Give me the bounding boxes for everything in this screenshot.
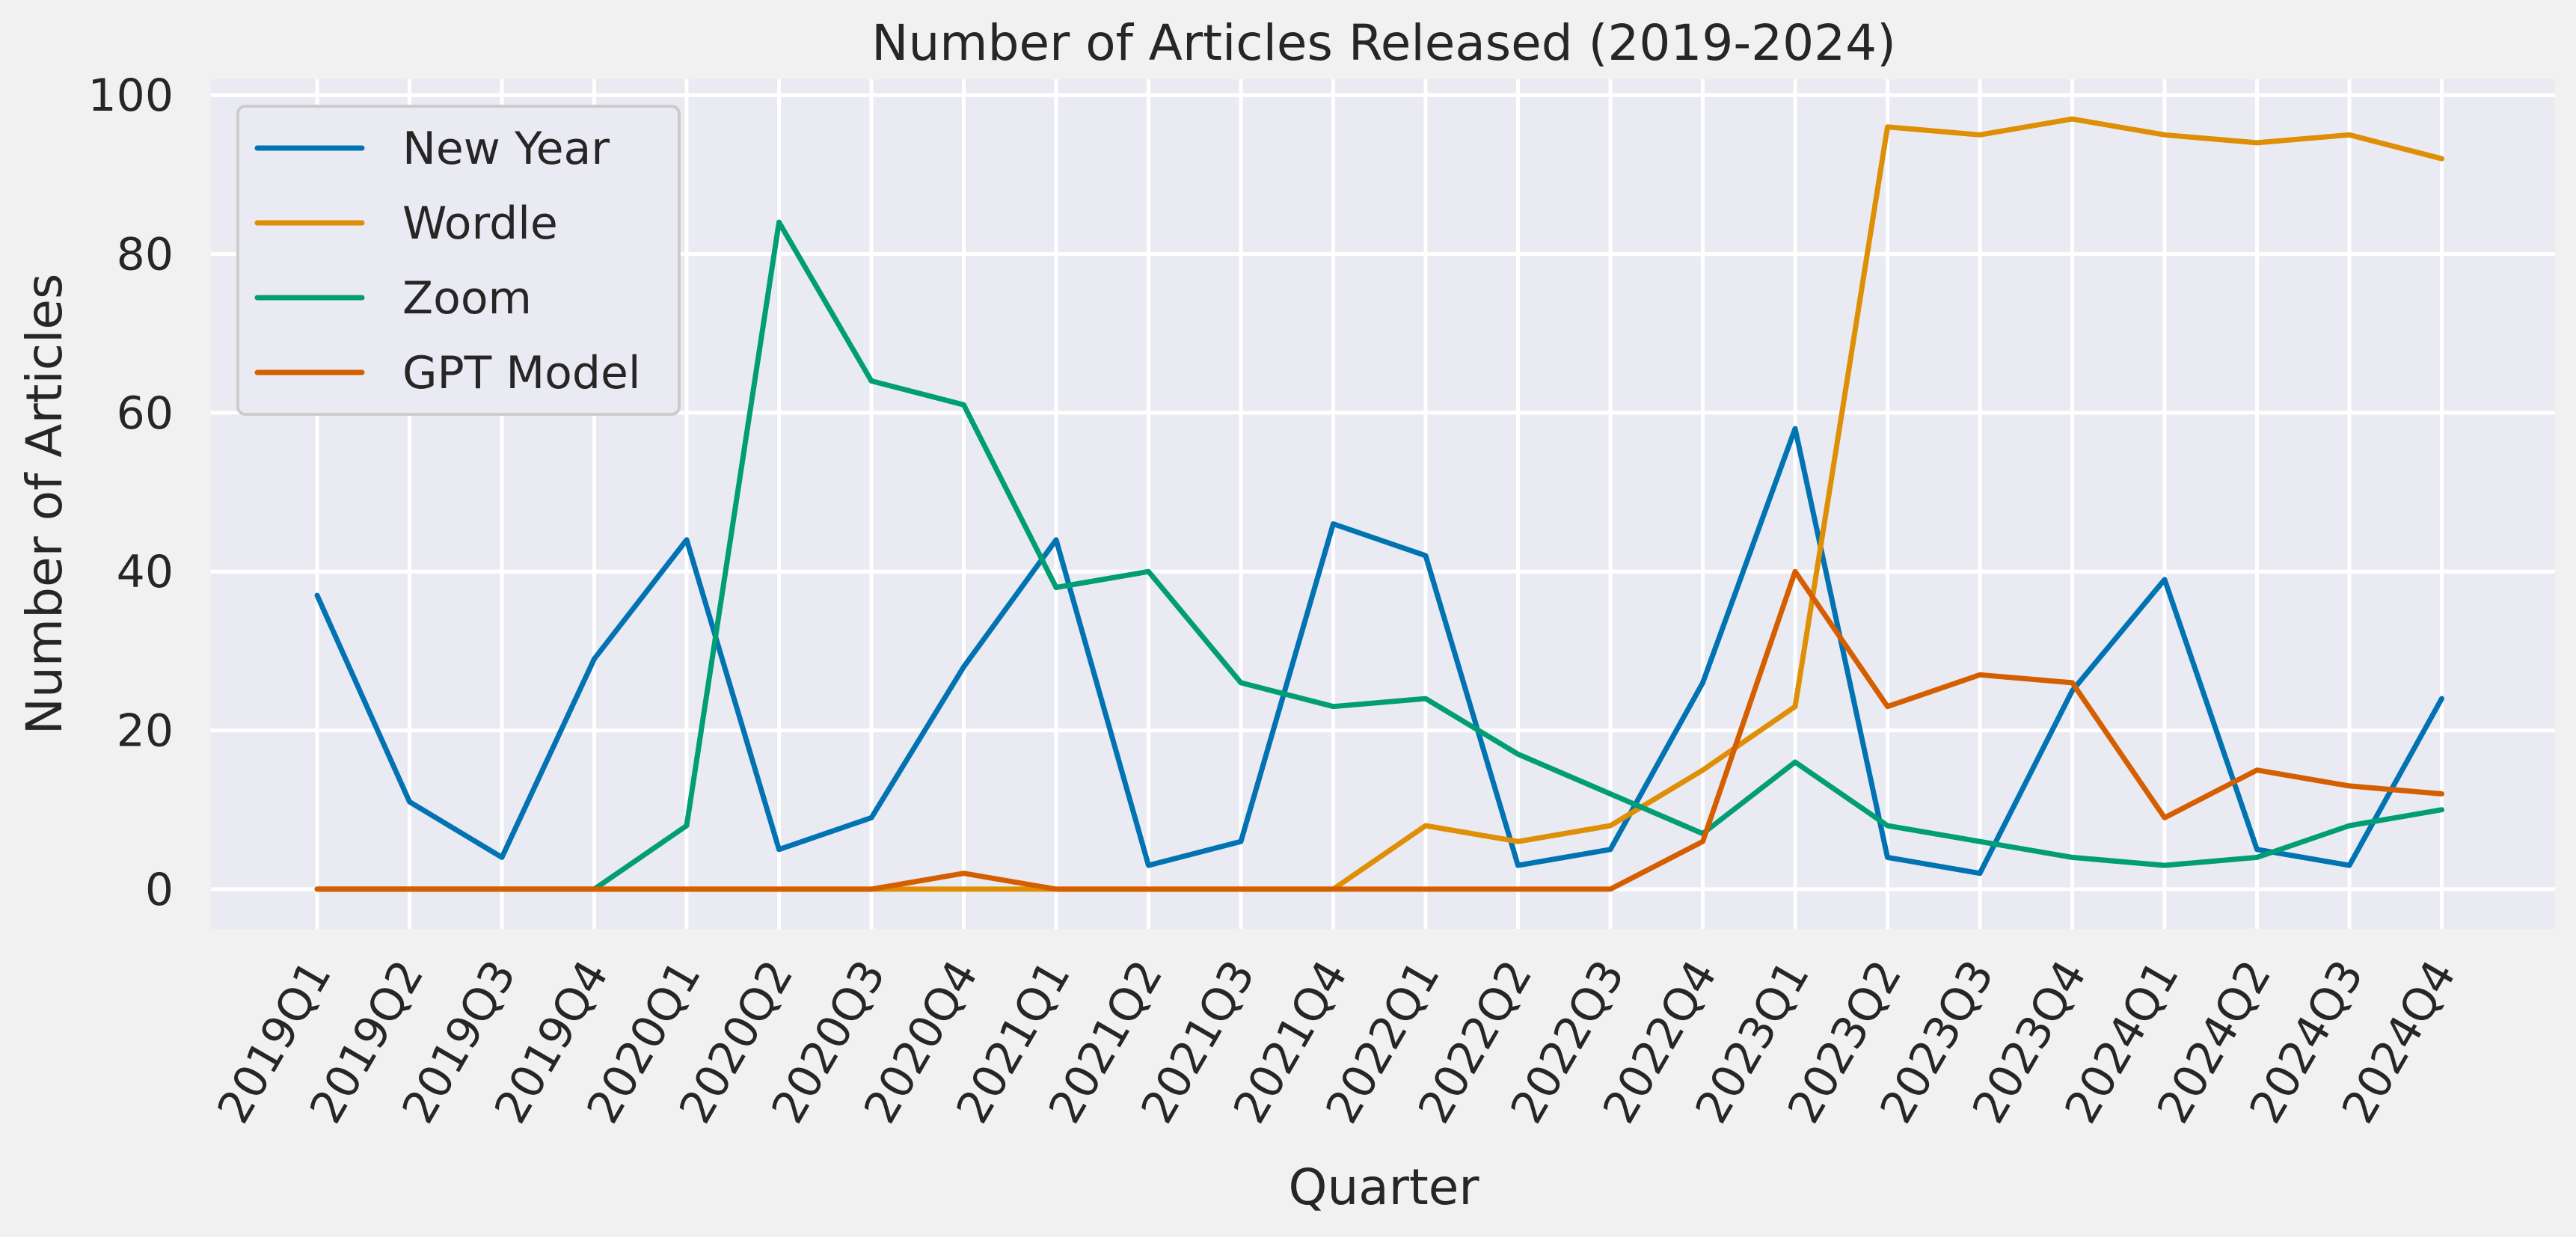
- chart-title: Number of Articles Released (2019-2024): [871, 14, 1896, 72]
- y-tick-label: 100: [88, 70, 174, 122]
- y-tick-label: 0: [145, 864, 174, 916]
- y-tick-label: 60: [117, 387, 174, 440]
- legend-label-gpt-model: GPT Model: [402, 347, 641, 399]
- y-tick-label: 20: [117, 705, 174, 758]
- x-axis-label: Quarter: [1289, 1158, 1480, 1216]
- legend-box: [236, 105, 681, 416]
- legend-label-wordle: Wordle: [402, 197, 558, 250]
- legend-label-zoom: Zoom: [402, 272, 532, 325]
- x-tick-labels: 2019Q12019Q22019Q32019Q42020Q12020Q22020…: [207, 952, 2466, 1132]
- series-lines: [314, 116, 2444, 892]
- series-line-new-year: [314, 426, 2444, 877]
- series-line-zoom: [314, 219, 2444, 892]
- legend-label-new-year: New Year: [402, 123, 610, 175]
- series-line-gpt-model: [314, 568, 2444, 892]
- y-tick-labels: 0 20 40 60 80 100: [88, 70, 174, 916]
- y-axis-label: Number of Articles: [16, 274, 73, 735]
- y-tick-label: 40: [117, 546, 174, 598]
- legend: New Year Wordle Zoom GPT Model: [236, 105, 681, 416]
- y-tick-label: 80: [117, 229, 174, 281]
